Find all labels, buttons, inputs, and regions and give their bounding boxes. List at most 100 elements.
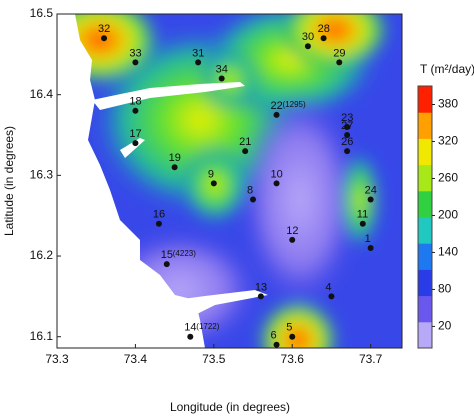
site-point <box>344 148 351 155</box>
site-label: 26 <box>341 136 353 148</box>
site-label: 22 <box>271 100 283 112</box>
colorbar-band <box>418 112 432 139</box>
site-label: 24 <box>365 184 377 196</box>
site-point <box>344 132 351 139</box>
site-point <box>132 140 139 147</box>
colorbar-tick-label: 320 <box>438 134 458 148</box>
y-tick-label: 16.2 <box>30 248 54 262</box>
site-point <box>210 180 217 187</box>
site-point <box>289 333 296 340</box>
site-point <box>289 236 296 243</box>
site-sublabel: (4223) <box>173 249 196 258</box>
creek <box>175 290 268 315</box>
colorbar-title: T (m²/day) <box>420 62 474 76</box>
y-tick-label: 16.4 <box>30 87 54 101</box>
site-label: 34 <box>216 63 228 75</box>
site-point <box>320 35 327 42</box>
site-point <box>218 75 225 82</box>
colorbar-tick-label: 80 <box>438 282 452 296</box>
site-point <box>242 148 249 155</box>
colorbar-tick-label: 380 <box>438 97 458 111</box>
site-label: 21 <box>239 136 251 148</box>
site-point <box>101 35 108 42</box>
x-tick-label: 73.4 <box>124 352 148 366</box>
site-point <box>273 111 280 118</box>
site-label: 6 <box>271 330 277 342</box>
site-label: 13 <box>255 281 267 293</box>
site-label: 17 <box>129 128 141 140</box>
site-label: 16 <box>153 209 165 221</box>
site-label: 23 <box>341 112 353 124</box>
colorbar-band <box>418 86 432 113</box>
colorbar-tick-label: 200 <box>438 208 458 222</box>
site-label: 12 <box>286 225 298 237</box>
site-point <box>195 59 202 66</box>
site-label: 1 <box>365 233 371 245</box>
y-tick-label: 16.1 <box>30 329 54 343</box>
x-tick-label: 73.6 <box>281 352 305 366</box>
site-label: 11 <box>357 209 368 221</box>
x-tick-label: 73.7 <box>359 352 383 366</box>
site-point <box>250 196 257 203</box>
site-point <box>359 220 366 227</box>
y-tick-label: 16.5 <box>30 6 54 20</box>
site-point <box>132 59 139 66</box>
field-blobs <box>57 14 390 348</box>
colorbar-band <box>418 190 432 218</box>
site-point <box>336 59 343 66</box>
site-point <box>163 261 170 268</box>
site-label: 32 <box>98 23 110 35</box>
site-point <box>273 341 280 348</box>
site-point <box>344 123 351 130</box>
creek <box>120 138 145 158</box>
x-tick-label: 73.3 <box>45 352 69 366</box>
y-axis-label: Latitude (in degrees) <box>2 126 16 236</box>
site-point <box>257 293 264 300</box>
colorbar-band <box>418 164 432 192</box>
colorbar-tick-label: 20 <box>438 319 452 333</box>
site-label: 14 <box>184 322 196 334</box>
site-label: 8 <box>247 184 253 196</box>
x-tick-label: 73.5 <box>202 352 226 366</box>
site-point <box>367 196 374 203</box>
site-label: 18 <box>129 96 141 108</box>
colorbar-band <box>418 295 432 323</box>
site-label: 15 <box>161 249 173 261</box>
creek <box>92 82 245 110</box>
site-label: 9 <box>208 168 214 180</box>
site-point <box>171 164 178 171</box>
colorbar-tick-label: 140 <box>438 245 458 259</box>
colorbar-band <box>418 217 432 244</box>
site-label: 28 <box>318 23 330 35</box>
site-label: 33 <box>129 47 141 59</box>
site-label: 27 <box>341 120 353 132</box>
site-label: 31 <box>192 47 204 59</box>
site-point <box>273 180 280 187</box>
site-point <box>132 107 139 114</box>
site-point <box>187 333 194 340</box>
site-label: 29 <box>333 47 345 59</box>
site-label: 5 <box>286 322 292 334</box>
site-sublabel: (1722) <box>196 322 219 331</box>
colorbar-band <box>418 243 432 270</box>
site-sublabel: (1295) <box>283 100 306 109</box>
colorbar-band <box>418 269 432 297</box>
site-point <box>155 220 162 227</box>
plot-frame <box>56 13 403 349</box>
sea <box>57 14 205 348</box>
site-point <box>367 244 374 251</box>
site-label: 30 <box>302 31 314 43</box>
contour-field <box>57 14 402 348</box>
site-label: 4 <box>325 281 331 293</box>
site-label: 10 <box>271 168 283 180</box>
colorbar-frame <box>417 85 433 349</box>
x-axis-label: Longitude (in degrees) <box>170 400 290 414</box>
site-point <box>304 43 311 50</box>
site-label: 19 <box>169 152 181 164</box>
y-tick-label: 16.3 <box>30 168 54 182</box>
colorbar-band <box>418 138 432 166</box>
colorbar-band <box>418 321 432 349</box>
colorbar-tick-label: 260 <box>438 171 458 185</box>
site-point <box>328 293 335 300</box>
